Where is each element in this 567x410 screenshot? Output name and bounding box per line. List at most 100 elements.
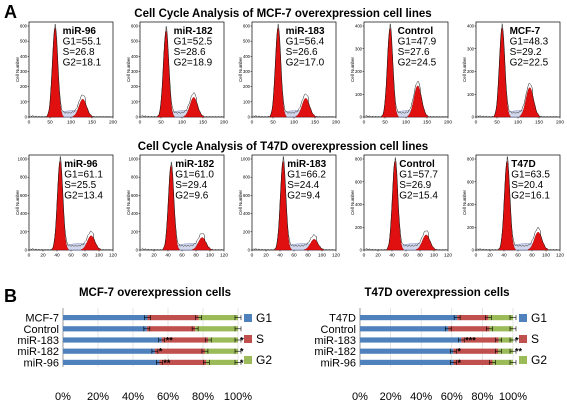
sample-name: miR-96 (64, 159, 98, 170)
sample-name: MCF-7 (510, 26, 541, 37)
histogram-panel: Cell Number 0 200 400 600 800 0 20 40 60 80 100 120 C… (350, 154, 452, 259)
significance-marker: ** (515, 336, 523, 346)
bar-chart-area: MCF-7 overexpression cells 0% 20% 40% 60% 80%… (17, 287, 547, 403)
histogram-panel: Cell Number 0 200 400 600 800 0 20 40 60 80 100 120 T… (462, 154, 564, 259)
histogram-panel: Cell Number 0 100 200 300 400 500 600 0 50 100 150 2… (126, 21, 228, 126)
x-tick-label: 20 (375, 253, 381, 259)
x-tick-label: 0 (363, 253, 366, 259)
legend-label: G2 (531, 353, 547, 367)
phase-percentage: G1=55.1 (63, 37, 102, 48)
bar-segment (198, 315, 238, 321)
x-tick-label: 0 (475, 253, 478, 259)
y-tick-label: 400 (20, 211, 28, 216)
phase-percentage: G1=57.7 (399, 170, 438, 181)
x-tick-label: 60 (515, 253, 521, 259)
x-tick-label: 0 (139, 120, 142, 126)
x-tick-label: 80 (82, 253, 88, 259)
histogram-outline (141, 25, 223, 118)
y-tick-label: 500 (131, 39, 139, 44)
x-tick-label: 40 (54, 253, 60, 259)
y-tick-label: 600 (131, 193, 139, 198)
legend-label: S (256, 332, 264, 346)
x-tick-label: 100 (318, 253, 326, 259)
x-tick-label: 0 (475, 120, 478, 126)
x-tick-label: 200 (109, 120, 117, 126)
x-tick-label: 50 (494, 120, 500, 126)
bar-segment (63, 326, 147, 332)
bar-segment (63, 359, 160, 365)
histogram-panel: Cell Number 0 100 200 300 400 500 600 0 50 100 150 2… (238, 21, 340, 126)
phase-percentage: S=29.2 (510, 47, 542, 58)
y-tick-label: 200 (131, 84, 139, 89)
chart-title: MCF-7 overexpression cells (79, 287, 231, 299)
x-tick-label: 100 (178, 120, 186, 126)
y-tick-label: 0 (472, 115, 475, 120)
y-tick-label: 800 (20, 175, 28, 180)
y-tick-label: 200 (355, 69, 363, 74)
phase-percentage: G2=9.6 (175, 191, 209, 202)
histogram-outline (30, 23, 112, 118)
phase-percentage: S=26.8 (63, 47, 95, 58)
x-tick-label: 120 (109, 253, 117, 259)
bar-segment (360, 359, 454, 365)
y-tick-label: 100 (20, 99, 28, 104)
y-tick-label: 200 (243, 229, 251, 234)
bar-segment (206, 359, 238, 365)
x-tick-label: 0 (139, 253, 142, 259)
x-tick-label: 60 (291, 253, 297, 259)
y-tick-label: 600 (355, 179, 363, 184)
y-tick-label: 100 (243, 99, 251, 104)
legend-swatch (519, 314, 527, 322)
legend-swatch (519, 356, 527, 364)
g2-peak (415, 234, 437, 251)
x-tick-label: 150 (199, 120, 207, 126)
phase-percentage: G2=24.5 (398, 58, 437, 69)
y-tick-label: 0 (136, 115, 139, 120)
phase-percentage: G1=66.2 (287, 170, 326, 181)
y-tick-label: 600 (243, 193, 251, 198)
significance-marker: ** (515, 347, 523, 357)
y-tick-label: 0 (472, 248, 475, 253)
y-tick-label: 400 (355, 24, 363, 29)
sample-name: Control (398, 26, 434, 37)
y-tick-label: 0 (25, 115, 28, 120)
y-tick-label: 200 (131, 229, 139, 234)
x-tick-label: 60% (157, 391, 179, 403)
y-tick-label: 1000 (129, 157, 139, 162)
y-axis-label: Cell Number (462, 189, 467, 215)
x-tick-label: 40% (410, 391, 432, 403)
phase-percentage: G1=48.3 (510, 37, 549, 48)
panel-b-label: B (4, 286, 17, 306)
y-tick-label: 400 (131, 54, 139, 59)
significance-marker: * (457, 347, 461, 357)
bar-segment (63, 315, 148, 321)
y-axis-label: Cell Number (238, 56, 243, 82)
y-tick-label: 400 (243, 211, 251, 216)
y-tick-label: 1000 (241, 157, 251, 162)
y-tick-label: 400 (20, 54, 28, 59)
significance-marker: ** (166, 336, 174, 346)
y-axis-label: Cell Number (350, 189, 355, 215)
significance-marker: ** (163, 358, 171, 368)
x-tick-label: 150 (88, 120, 96, 126)
x-tick-label: 100 (542, 253, 550, 259)
histogram-outline (477, 156, 559, 251)
x-tick-label: 200 (332, 120, 340, 126)
phase-percentage: S=28.6 (174, 47, 206, 58)
bar-segment (63, 337, 162, 343)
y-tick-label: 600 (243, 24, 251, 29)
phase-percentage: G2=13.4 (64, 191, 103, 202)
bar-segment (204, 348, 238, 354)
x-tick-label: 120 (220, 253, 228, 259)
y-axis-label: Cell Number (238, 189, 243, 215)
g2-peak (191, 237, 213, 251)
y-tick-label: 100 (355, 92, 363, 97)
y-tick-label: 200 (467, 69, 475, 74)
category-label: Control (321, 324, 356, 336)
x-tick-label: 200 (556, 120, 564, 126)
x-tick-label: 60 (68, 253, 74, 259)
x-tick-label: 40 (277, 253, 283, 259)
y-tick-label: 300 (20, 69, 28, 74)
significance-marker: ** (240, 336, 248, 346)
y-tick-label: 100 (467, 92, 475, 97)
